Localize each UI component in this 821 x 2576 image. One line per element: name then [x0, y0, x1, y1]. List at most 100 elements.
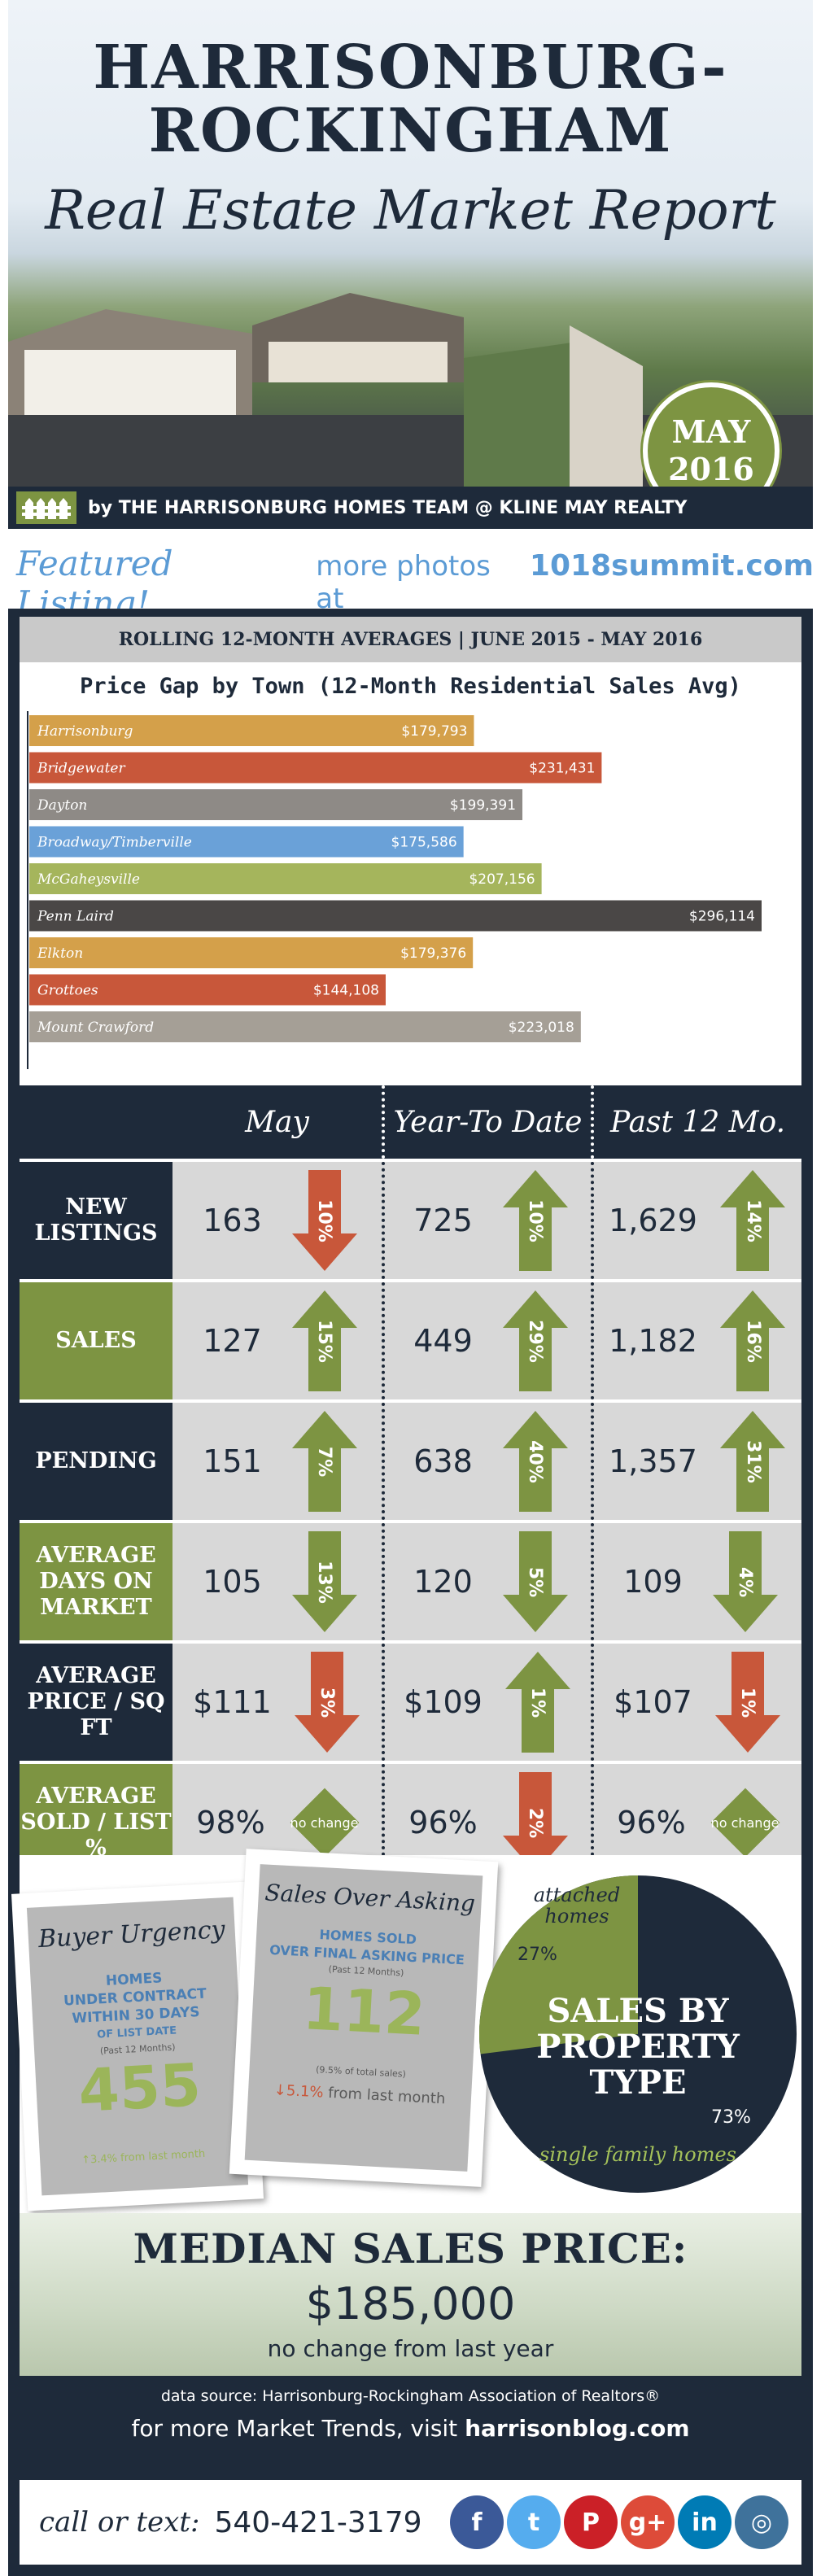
attached-percent: 27% — [517, 1945, 557, 1965]
stats-cell: 127 15% — [172, 1282, 382, 1399]
stats-header-row: May Year-To Date Past 12 Mo. — [20, 1085, 801, 1159]
pinterest-icon[interactable]: P — [564, 2495, 618, 2549]
stats-cell: 638 40% — [382, 1403, 591, 1520]
pie-title-line-2: PROPERTY — [536, 2028, 740, 2066]
bar-category-label: Penn Laird — [37, 909, 114, 925]
sales-over-asking-card: Sales Over Asking HOMES SOLD OVER FINAL … — [229, 1849, 499, 2187]
bar-value-label: $207,156 — [469, 871, 535, 888]
property-type-pie: attached homes 27% SALES BY PROPERTY TYP… — [475, 1863, 801, 2205]
bar-1 — [29, 752, 602, 784]
instagram-icon[interactable]: ◎ — [735, 2495, 788, 2549]
arrow-down-icon: 2% — [501, 1770, 570, 1875]
bar-2 — [29, 789, 523, 820]
bar-category-label: Bridgewater — [37, 761, 125, 777]
attached-label: attached homes — [533, 1884, 621, 1928]
change-percent: 10% — [313, 1198, 334, 1242]
stats-cell: 105 13% — [172, 1523, 382, 1640]
bar-8 — [29, 1011, 581, 1042]
stats-cell: $109 1% — [382, 1644, 591, 1761]
arrow-down-icon: 4% — [711, 1530, 780, 1634]
bar-0 — [29, 715, 474, 746]
arrow-down-icon: 1% — [714, 1650, 782, 1754]
bar-category-label: Broadway/Timberville — [37, 835, 192, 851]
bar-category-label: Dayton — [37, 797, 87, 814]
stats-cell: 1,357 31% — [591, 1403, 801, 1520]
stats-cell: $107 1% — [591, 1644, 801, 1761]
bar-6 — [29, 937, 474, 968]
stats-row-label: AVERAGE DAYS ON MARKET — [20, 1523, 172, 1640]
bar-7 — [29, 974, 386, 1006]
arrow-up-icon: 29% — [501, 1289, 570, 1393]
change-percent: 40% — [524, 1439, 545, 1483]
change-text: no change — [290, 1814, 359, 1831]
arrow-up-icon: 14% — [718, 1168, 787, 1273]
trends-link[interactable]: harrisonblog.com — [465, 2415, 690, 2442]
median-title: MEDIAN SALES PRICE: — [133, 2225, 688, 2273]
arrow-down-icon: 13% — [290, 1530, 359, 1634]
linkedin-icon[interactable]: in — [678, 2495, 731, 2549]
arrow-up-icon: 16% — [718, 1289, 787, 1393]
stats-cell: 725 10% — [382, 1162, 591, 1279]
header-ytd: Year-To Date — [382, 1085, 591, 1159]
header-may: May — [245, 1105, 309, 1139]
phone-number[interactable]: 540-421-3179 — [214, 2505, 422, 2539]
bar-4 — [29, 863, 542, 894]
pie-title-line-1: SALES BY — [547, 1992, 729, 2030]
arrow-up-icon: 15% — [290, 1289, 359, 1393]
stats-row: NEW LISTINGS 163 10% 725 10% 1,629 14% — [20, 1159, 801, 1279]
no-change-diamond-icon: no change — [710, 1787, 781, 1858]
chart-title: Price Gap by Town (12-Month Residential … — [80, 674, 741, 699]
stats-cell: 163 10% — [172, 1162, 382, 1279]
bar-value-label: $179,376 — [400, 945, 466, 962]
hero-photo: HARRISONBURG- ROCKINGHAM Real Estate Mar… — [8, 0, 813, 529]
facebook-icon[interactable]: f — [450, 2495, 504, 2549]
byline: by THE HARRISONBURG HOMES TEAM @ KLINE M… — [88, 497, 688, 518]
bar-value-label: $179,793 — [401, 723, 467, 740]
change-percent: 10% — [524, 1198, 545, 1242]
price-gap-chart: Price Gap by Town (12-Month Residential … — [20, 662, 801, 1085]
badge-month: MAY — [671, 413, 751, 450]
house-photo-illustration — [8, 293, 813, 488]
stats-row-label: SALES — [20, 1282, 172, 1399]
bar-value-label: $175,586 — [391, 835, 457, 851]
twitter-icon[interactable]: t — [507, 2495, 561, 2549]
googleplus-icon[interactable]: g+ — [621, 2495, 675, 2549]
urgency-title: Buyer Urgency — [37, 1915, 226, 1954]
stats-row: SALES 127 15% 449 29% 1,182 16% — [20, 1279, 801, 1399]
featured-url-link[interactable]: 1018summit.com — [529, 549, 814, 583]
arrow-up-icon: 7% — [290, 1409, 359, 1513]
stats-value: $109 — [404, 1684, 483, 1720]
stats-header-spacer — [20, 1085, 172, 1159]
change-percent: 31% — [742, 1439, 763, 1483]
change-percent: 1% — [737, 1687, 758, 1718]
arrow-up-icon: 40% — [501, 1409, 570, 1513]
arrow-down-icon: 10% — [290, 1168, 359, 1273]
featured-text: more photos at — [316, 550, 491, 615]
stats-cell: 120 5% — [382, 1523, 591, 1640]
rolling-averages-bar: ROLLING 12-MONTH AVERAGES | JUNE 2015 - … — [20, 617, 801, 662]
bar-category-label: McGaheysville — [37, 871, 140, 888]
stats-value: 109 — [623, 1564, 683, 1600]
change-percent: 5% — [524, 1566, 545, 1597]
stats-value: 127 — [203, 1323, 262, 1359]
badge-year: 2016 — [668, 451, 754, 487]
rolling-averages-title: ROLLING 12-MONTH AVERAGES | JUNE 2015 - … — [118, 629, 703, 650]
change-percent: 4% — [734, 1566, 755, 1597]
bar-category-label: Mount Crawford — [37, 1019, 154, 1036]
change-percent: 7% — [313, 1446, 334, 1477]
bar-value-label: $144,108 — [313, 983, 379, 999]
stats-value: $107 — [614, 1684, 692, 1720]
urgency-value: 455 — [76, 2050, 203, 2125]
bar-category-label: Grottoes — [37, 983, 98, 999]
featured-listing[interactable]: Featured Listing! more photos at 1018sum… — [16, 544, 814, 623]
stats-cell: 1,629 14% — [591, 1162, 801, 1279]
stats-cell: 151 7% — [172, 1403, 382, 1520]
title-line-1: HARRISONBURG- — [93, 33, 728, 103]
stats-table: May Year-To Date Past 12 Mo. NEW LISTING… — [20, 1085, 801, 1881]
no-change-diamond-icon: no change — [289, 1787, 360, 1858]
arrow-down-icon: 3% — [293, 1650, 361, 1754]
arrow-down-icon: 5% — [501, 1530, 570, 1634]
stats-row: AVERAGE DAYS ON MARKET 105 13% 120 5% 109 4% — [20, 1520, 801, 1640]
stats-value: 1,629 — [609, 1203, 697, 1238]
fence-icon — [16, 491, 76, 524]
